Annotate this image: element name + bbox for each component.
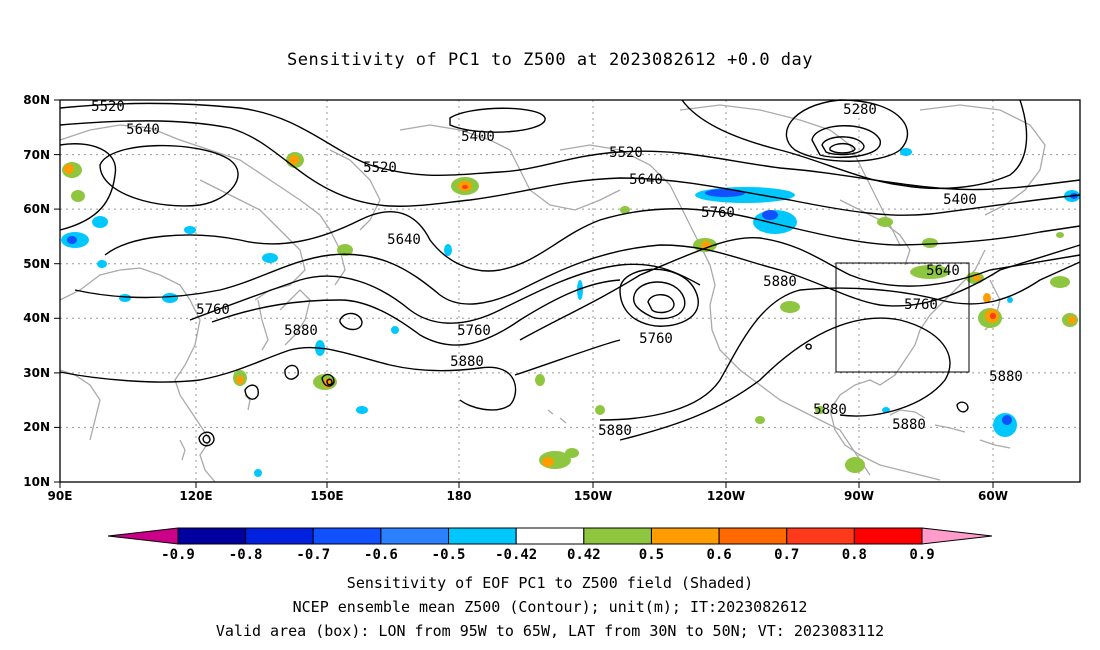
- caption-valid-area: Valid area (box): LON from 95W to 65W, L…: [215, 622, 885, 640]
- contour-label: 5880: [763, 274, 797, 290]
- longitude-labels: 90E 120E 150E 180 150W 120W 90W 60W: [48, 489, 1008, 503]
- colorbar-left-tip: [107, 527, 179, 545]
- colorbar-segment: [583, 527, 652, 545]
- contour-label: 5280: [843, 102, 877, 118]
- colorbar-segment: [515, 527, 585, 545]
- contour-label: 5760: [196, 302, 230, 318]
- contour-label: 5880: [813, 402, 847, 418]
- contour-label: 5880: [989, 369, 1023, 385]
- colorbar-tick-label: 0.9: [909, 547, 934, 563]
- contour-label: 5760: [457, 323, 491, 339]
- contour-label: 5760: [904, 297, 938, 313]
- colorbar-segment: [786, 527, 855, 545]
- colorbar-segment: [448, 527, 517, 545]
- caption-contour: NCEP ensemble mean Z500 (Contour); unit(…: [292, 598, 808, 616]
- contour-label: 5640: [629, 172, 663, 188]
- contour-label: 5400: [943, 192, 977, 208]
- lon-label: 120W: [707, 489, 745, 503]
- contour-labels: 5520 5640 5400 5520 5520 5640 5760 5280 …: [91, 99, 1023, 439]
- colorbar-segment: [245, 527, 314, 545]
- z500-contours: [59, 99, 1081, 447]
- map-plot-area: [60, 100, 1080, 482]
- contour-label: 5520: [363, 160, 397, 176]
- lon-label: 120E: [179, 489, 212, 503]
- colorbar-segment: [853, 527, 923, 545]
- lat-label: 70N: [23, 148, 50, 162]
- colorbar-segment: [312, 527, 382, 545]
- lon-label: 180: [446, 489, 471, 503]
- contour-label: 5880: [450, 354, 484, 370]
- contour-label: 5400: [461, 129, 495, 145]
- map-frame: [59, 99, 1081, 483]
- colorbar-right-tip: [921, 527, 993, 545]
- lon-label: 90W: [844, 489, 874, 503]
- colorbar-tick-label: -0.6: [364, 547, 398, 563]
- colorbar-tick-label: 0.5: [639, 547, 664, 563]
- colorbar-tick-label: -0.9: [161, 547, 195, 563]
- lat-label: 80N: [23, 93, 50, 107]
- colorbar-segment: [650, 527, 720, 545]
- lon-label: 150E: [310, 489, 343, 503]
- map-title: Sensitivity of PC1 to Z500 at 2023082612…: [286, 50, 813, 70]
- lat-label: 10N: [23, 475, 50, 489]
- lat-label: 60N: [23, 202, 50, 216]
- contour-label: 5640: [926, 263, 960, 279]
- lat-label: 50N: [23, 257, 50, 271]
- colorbar-segment: [177, 527, 247, 545]
- lon-label: 90E: [48, 489, 73, 503]
- contour-label: 5880: [598, 423, 632, 439]
- colorbar-tick-label: 0.42: [567, 547, 601, 563]
- contour-label: 5880: [284, 323, 318, 339]
- contour-label: 5520: [91, 99, 125, 115]
- colorbar-tick-label: 0.8: [842, 547, 867, 563]
- contour-label: 5520: [609, 145, 643, 161]
- colorbar-tick-label: 0.6: [706, 547, 731, 563]
- contour-label: 5880: [892, 417, 926, 433]
- colorbar-segment: [380, 527, 450, 545]
- valid-area-box: [835, 262, 970, 373]
- colorbar-segment: [718, 527, 788, 545]
- sensitivity-shading: [61, 148, 1080, 477]
- lat-label: 40N: [23, 311, 50, 325]
- lon-label: 60W: [978, 489, 1008, 503]
- contour-label: 5640: [387, 232, 421, 248]
- contour-label: 5640: [126, 122, 160, 138]
- contour-label: 5760: [639, 331, 673, 347]
- latitude-labels: 80N 70N 60N 50N 40N 30N 20N 10N: [23, 93, 50, 489]
- lat-label: 20N: [23, 420, 50, 434]
- colorbar: -0.9 -0.8 -0.7 -0.6 -0.5 -0.42 0.42 0.5 0.6 0.7 0.…: [107, 527, 993, 563]
- lon-label: 150W: [574, 489, 612, 503]
- contour-label: 5760: [701, 205, 735, 221]
- colorbar-tick-label: -0.42: [495, 547, 537, 563]
- colorbar-tick-label: -0.8: [229, 547, 263, 563]
- colorbar-tick-label: 0.7: [774, 547, 799, 563]
- lat-label: 30N: [23, 366, 50, 380]
- axis-ticks: [54, 99, 994, 488]
- colorbar-tick-label: -0.5: [432, 547, 466, 563]
- colorbar-tick-label: -0.7: [296, 547, 330, 563]
- caption-shaded: Sensitivity of EOF PC1 to Z500 field (Sh…: [346, 574, 754, 592]
